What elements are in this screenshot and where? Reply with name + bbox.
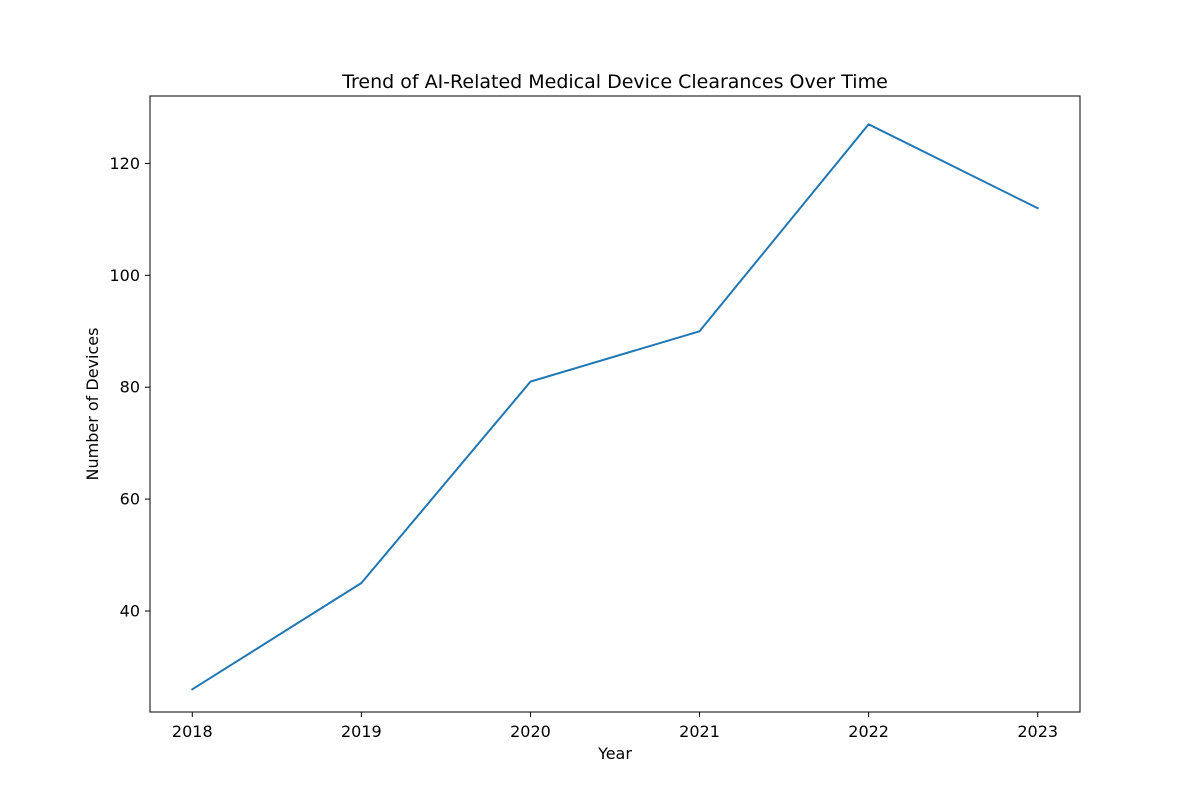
x-tick-label: 2021 — [679, 722, 720, 741]
y-tick-label: 60 — [120, 490, 140, 509]
x-tick-label: 2018 — [172, 722, 213, 741]
x-tick-label: 2022 — [848, 722, 889, 741]
series-layer — [190, 123, 1040, 691]
y-tick-label: 40 — [120, 602, 140, 621]
y-axis-label: Number of Devices — [83, 328, 102, 481]
x-axis: 2018 2019 2020 2021 2022 2023 — [172, 712, 1058, 741]
y-tick-label: 120 — [109, 154, 140, 173]
y-tick-label: 80 — [120, 378, 140, 397]
x-tick-label: 2023 — [1017, 722, 1058, 741]
x-tick-label: 2020 — [510, 722, 551, 741]
x-tick-label: 2019 — [341, 722, 382, 741]
plot-area-frame — [149, 95, 1081, 713]
x-axis-label: Year — [597, 744, 632, 763]
y-tick-label: 100 — [109, 266, 140, 285]
y-axis: 40 60 80 100 120 — [109, 154, 150, 621]
chart-title: Trend of AI-Related Medical Device Clear… — [341, 71, 888, 93]
series-line — [190, 123, 1040, 691]
